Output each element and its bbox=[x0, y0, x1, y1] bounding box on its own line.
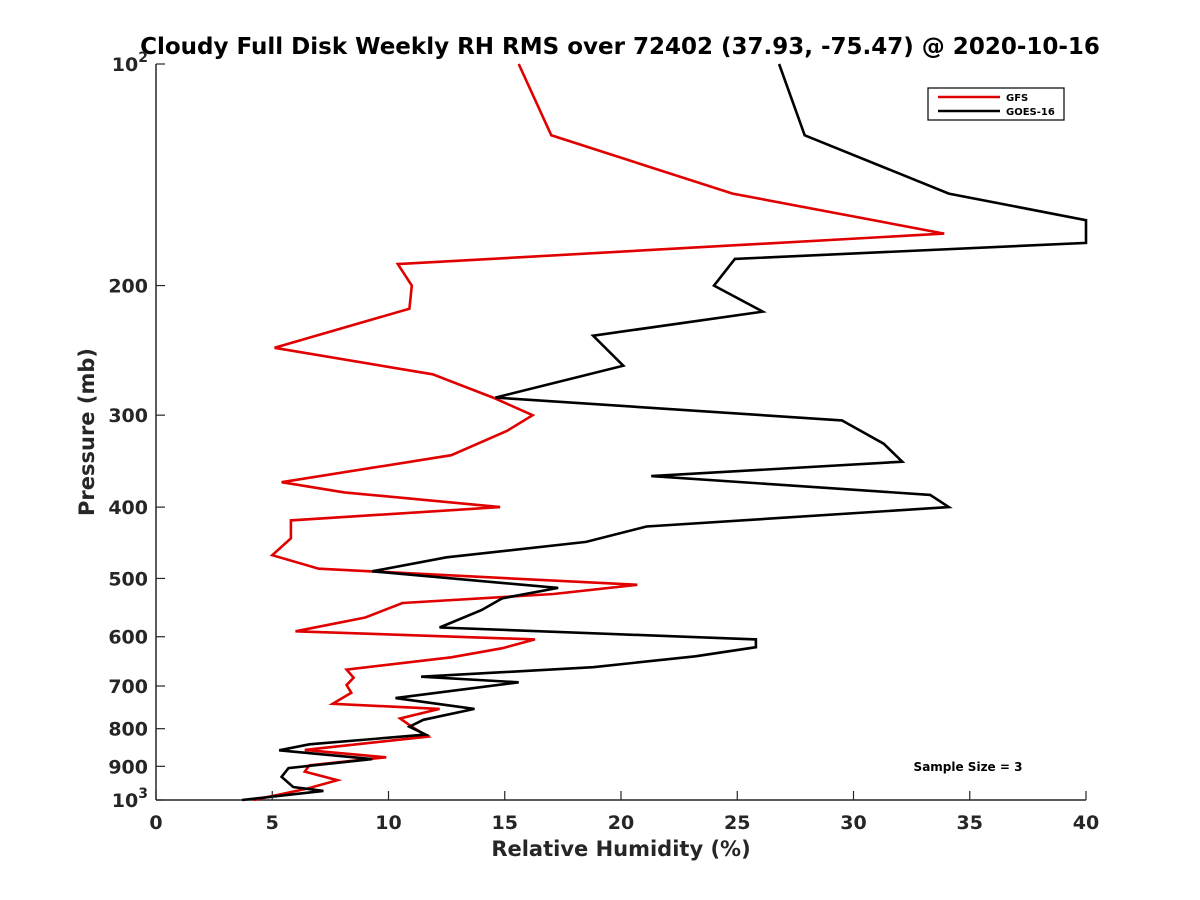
series-line-goes16 bbox=[241, 63, 1088, 802]
chart-title: Cloudy Full Disk Weekly RH RMS over 7240… bbox=[140, 34, 1100, 60]
y-tick-label: 102 bbox=[112, 50, 148, 76]
y-axis-label: Pressure (mb) bbox=[75, 348, 99, 516]
legend-label-gfs: GFS bbox=[1006, 93, 1028, 104]
y-ticks: 102 200 300 400 500 600 700 800 900 103 bbox=[108, 50, 165, 812]
x-axis-label: Relative Humidity (%) bbox=[491, 837, 750, 861]
x-tick-label: 0 bbox=[149, 812, 162, 834]
series-line-gfs bbox=[253, 63, 945, 802]
y-tick-label: 700 bbox=[108, 676, 148, 698]
x-tick-label: 20 bbox=[608, 812, 634, 834]
x-tick-label: 25 bbox=[724, 812, 750, 834]
y-tick-label: 300 bbox=[108, 405, 148, 427]
y-tick-label: 200 bbox=[108, 276, 148, 298]
y-tick-label: 900 bbox=[108, 756, 148, 778]
x-tick-label: 15 bbox=[492, 812, 518, 834]
series-layer bbox=[241, 63, 1088, 802]
x-tick-label: 30 bbox=[840, 812, 866, 834]
y-tick-label: 400 bbox=[108, 497, 148, 519]
y-tick-label: 103 bbox=[112, 786, 148, 812]
sample-size-annotation: Sample Size = 3 bbox=[914, 760, 1023, 774]
legend-box bbox=[927, 87, 1065, 121]
x-tick-label: 10 bbox=[375, 812, 401, 834]
y-tick-label: 500 bbox=[108, 568, 148, 590]
legend-label-goes16: GOES-16 bbox=[1006, 107, 1055, 118]
x-tick-label: 5 bbox=[266, 812, 279, 834]
x-ticks: 0 5 10 15 20 25 30 35 40 bbox=[149, 791, 1099, 834]
x-tick-label: 35 bbox=[957, 812, 983, 834]
plot-area bbox=[155, 64, 1086, 801]
x-tick-label: 40 bbox=[1073, 812, 1099, 834]
y-tick-label: 800 bbox=[108, 719, 148, 741]
y-tick-label: 600 bbox=[108, 627, 148, 649]
legend: GFS GOES-16 bbox=[927, 87, 1065, 121]
